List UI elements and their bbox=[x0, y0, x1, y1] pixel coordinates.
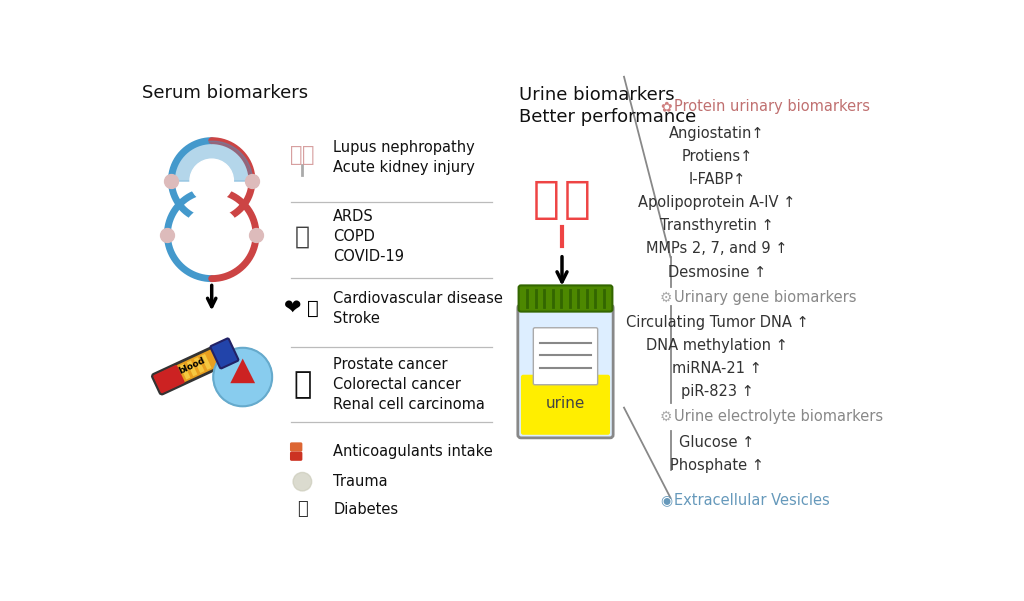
Polygon shape bbox=[186, 361, 198, 376]
Text: 🫁: 🫁 bbox=[295, 224, 310, 248]
Text: Lupus nephropathy
Acute kidney injury: Lupus nephropathy Acute kidney injury bbox=[334, 140, 475, 175]
Text: ❤️: ❤️ bbox=[285, 298, 302, 318]
Text: 🫘: 🫘 bbox=[534, 178, 560, 221]
Text: 🫘: 🫘 bbox=[302, 145, 314, 165]
Text: 🫘: 🫘 bbox=[290, 145, 302, 165]
Text: Serum biomarkers: Serum biomarkers bbox=[142, 84, 308, 102]
Text: Glucose ↑: Glucose ↑ bbox=[679, 435, 755, 450]
Text: Extracellular Vesicles: Extracellular Vesicles bbox=[675, 493, 830, 508]
Text: Angiostatin↑: Angiostatin↑ bbox=[670, 126, 765, 141]
FancyBboxPatch shape bbox=[290, 442, 302, 451]
FancyBboxPatch shape bbox=[521, 375, 610, 435]
Text: ◉: ◉ bbox=[659, 493, 672, 507]
Circle shape bbox=[213, 348, 272, 406]
Text: Diabetes: Diabetes bbox=[334, 502, 398, 517]
Text: MMPs 2, 7, and 9 ↑: MMPs 2, 7, and 9 ↑ bbox=[646, 242, 787, 257]
Circle shape bbox=[190, 159, 233, 203]
Polygon shape bbox=[179, 364, 190, 380]
Text: Apolipoprotein A-IV ↑: Apolipoprotein A-IV ↑ bbox=[638, 195, 796, 210]
Text: Desmosine ↑: Desmosine ↑ bbox=[668, 264, 766, 279]
Polygon shape bbox=[201, 354, 212, 370]
Text: Circulating Tumor DNA ↑: Circulating Tumor DNA ↑ bbox=[626, 314, 808, 329]
Polygon shape bbox=[194, 357, 205, 373]
Text: urine: urine bbox=[546, 397, 585, 412]
Text: Transthyretin ↑: Transthyretin ↑ bbox=[660, 218, 774, 233]
Text: Prostate cancer
Colorectal cancer
Renal cell carcinoma: Prostate cancer Colorectal cancer Renal … bbox=[334, 357, 485, 412]
Text: Cardiovascular disease
Stroke: Cardiovascular disease Stroke bbox=[334, 291, 503, 326]
FancyBboxPatch shape bbox=[518, 305, 613, 438]
Text: blood: blood bbox=[177, 355, 206, 376]
FancyBboxPatch shape bbox=[211, 338, 239, 368]
Text: Protiens↑: Protiens↑ bbox=[681, 149, 753, 164]
FancyBboxPatch shape bbox=[290, 451, 302, 461]
Text: ARDS
COPD
COVID-19: ARDS COPD COVID-19 bbox=[334, 209, 404, 264]
Circle shape bbox=[183, 207, 240, 262]
FancyBboxPatch shape bbox=[153, 344, 227, 394]
Text: 🧬: 🧬 bbox=[297, 501, 308, 519]
Text: 🧠: 🧠 bbox=[307, 299, 319, 318]
FancyBboxPatch shape bbox=[534, 328, 598, 385]
Text: Anticoagulants intake: Anticoagulants intake bbox=[334, 444, 494, 459]
Text: Better performance: Better performance bbox=[519, 108, 696, 126]
Text: Trauma: Trauma bbox=[334, 474, 388, 489]
Text: 🫘: 🫘 bbox=[564, 178, 591, 221]
Text: I-FABP↑: I-FABP↑ bbox=[688, 172, 745, 187]
Text: ⚙: ⚙ bbox=[659, 410, 672, 424]
Text: miRNA-21 ↑: miRNA-21 ↑ bbox=[672, 361, 762, 376]
Text: DNA methylation ↑: DNA methylation ↑ bbox=[646, 338, 787, 353]
Text: Urine biomarkers: Urine biomarkers bbox=[519, 86, 675, 104]
Text: 🦀: 🦀 bbox=[293, 370, 311, 399]
Text: piR-823 ↑: piR-823 ↑ bbox=[681, 384, 754, 399]
Text: Urine electrolyte biomarkers: Urine electrolyte biomarkers bbox=[675, 409, 884, 424]
Circle shape bbox=[293, 472, 311, 491]
Polygon shape bbox=[230, 359, 255, 383]
FancyBboxPatch shape bbox=[518, 285, 612, 311]
Text: Phosphate ↑: Phosphate ↑ bbox=[670, 458, 764, 473]
FancyBboxPatch shape bbox=[154, 365, 184, 393]
Text: ⚙: ⚙ bbox=[659, 290, 672, 305]
Text: Protein urinary biomarkers: Protein urinary biomarkers bbox=[675, 99, 870, 114]
Text: ✿: ✿ bbox=[660, 100, 672, 114]
Text: Urinary gene biomarkers: Urinary gene biomarkers bbox=[675, 290, 857, 305]
